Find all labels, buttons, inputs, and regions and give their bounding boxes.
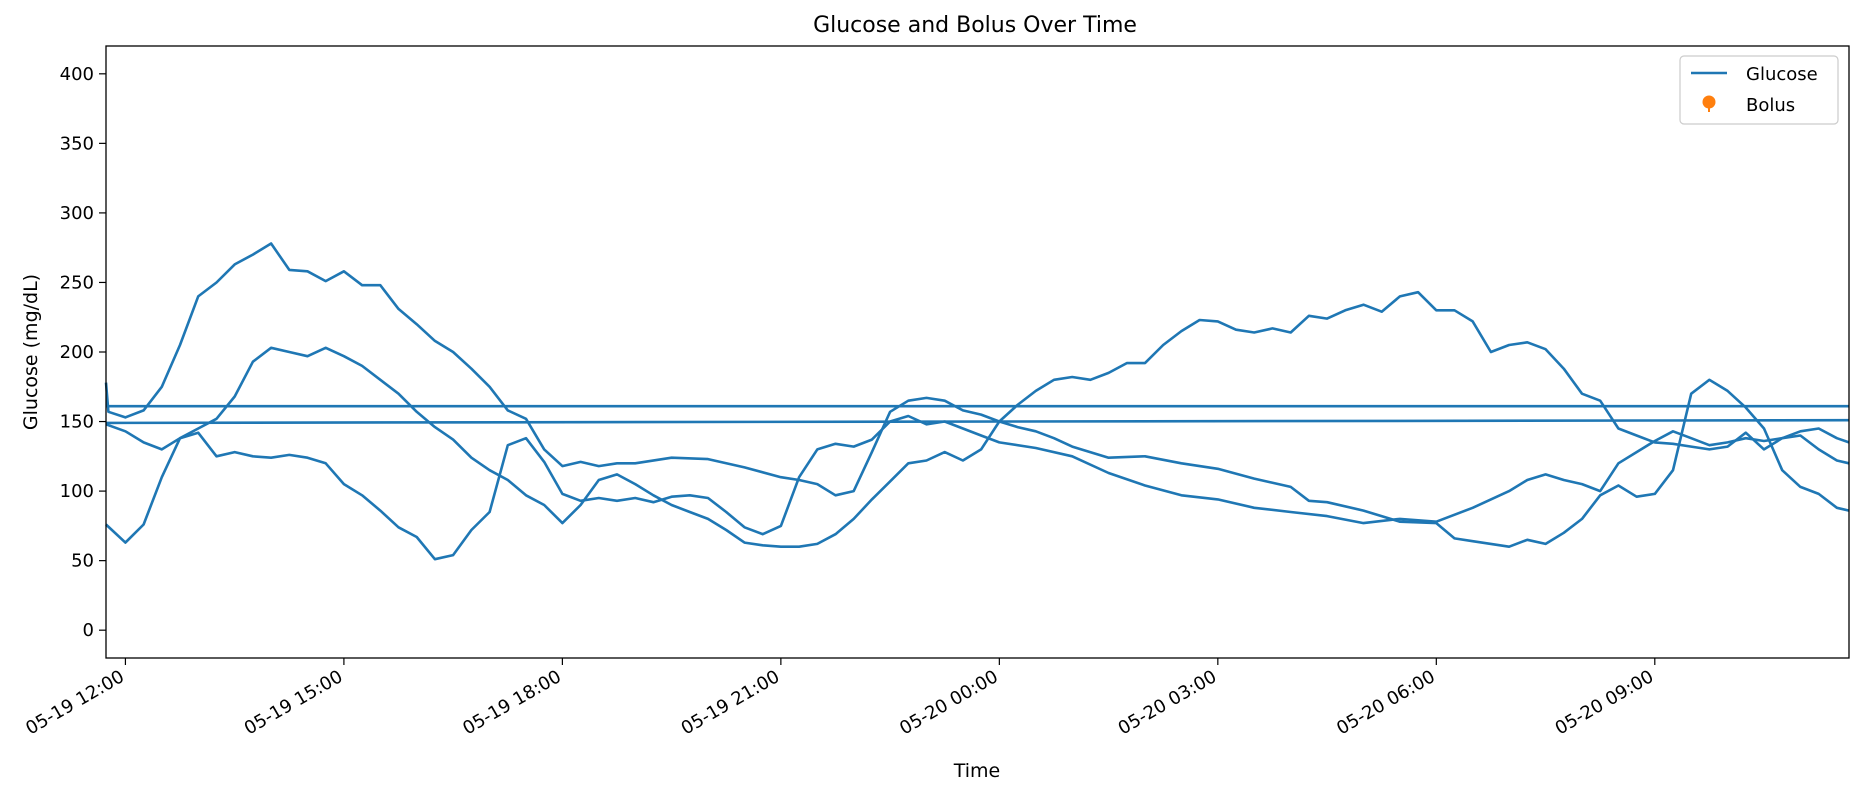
x-tick-label: 05-19 12:00 [22,666,128,739]
x-axis-label: Time [953,760,1001,782]
legend: Glucose Bolus [1679,55,1839,125]
legend-glucose-label: Glucose [1746,64,1818,85]
glucose-line [104,242,1850,548]
legend-bolus-label: Bolus [1746,95,1795,116]
y-tick-label: 400 [60,64,94,85]
glucose-line [105,414,1850,561]
x-tick-label: 05-20 06:00 [1333,666,1439,739]
y-tick-label: 350 [60,133,94,154]
y-tick-label: 250 [60,272,94,293]
glucose-lines [104,242,1850,561]
x-tick-label: 05-20 09:00 [1552,666,1658,739]
plot-frame [105,45,1850,659]
y-tick-label: 50 [71,551,94,572]
x-tick-label: 05-19 18:00 [459,666,565,739]
x-tick-label: 05-19 15:00 [241,666,347,739]
glucose-line [105,290,1850,548]
y-tick-label: 150 [60,412,94,433]
chart-title: Glucose and Bolus Over Time [813,13,1137,38]
y-tick-label: 0 [83,620,94,641]
y-tick-label: 100 [60,481,94,502]
y-axis-label: Glucose (mg/dL) [20,274,42,430]
x-axis-ticks: 05-19 12:00 05-19 15:00 05-19 18:00 05-19 2… [22,658,1657,739]
y-tick-label: 200 [60,342,94,363]
legend-bolus-swatch [1702,95,1716,112]
x-tick-label: 05-20 03:00 [1115,666,1221,739]
y-tick-label: 300 [60,203,94,224]
y-axis-ticks: 0 50 100 150 200 250 300 350 400 [60,64,106,641]
glucose-line [105,418,1850,425]
x-tick-label: 05-19 21:00 [678,666,784,739]
x-tick-label: 05-20 00:00 [896,666,1002,739]
